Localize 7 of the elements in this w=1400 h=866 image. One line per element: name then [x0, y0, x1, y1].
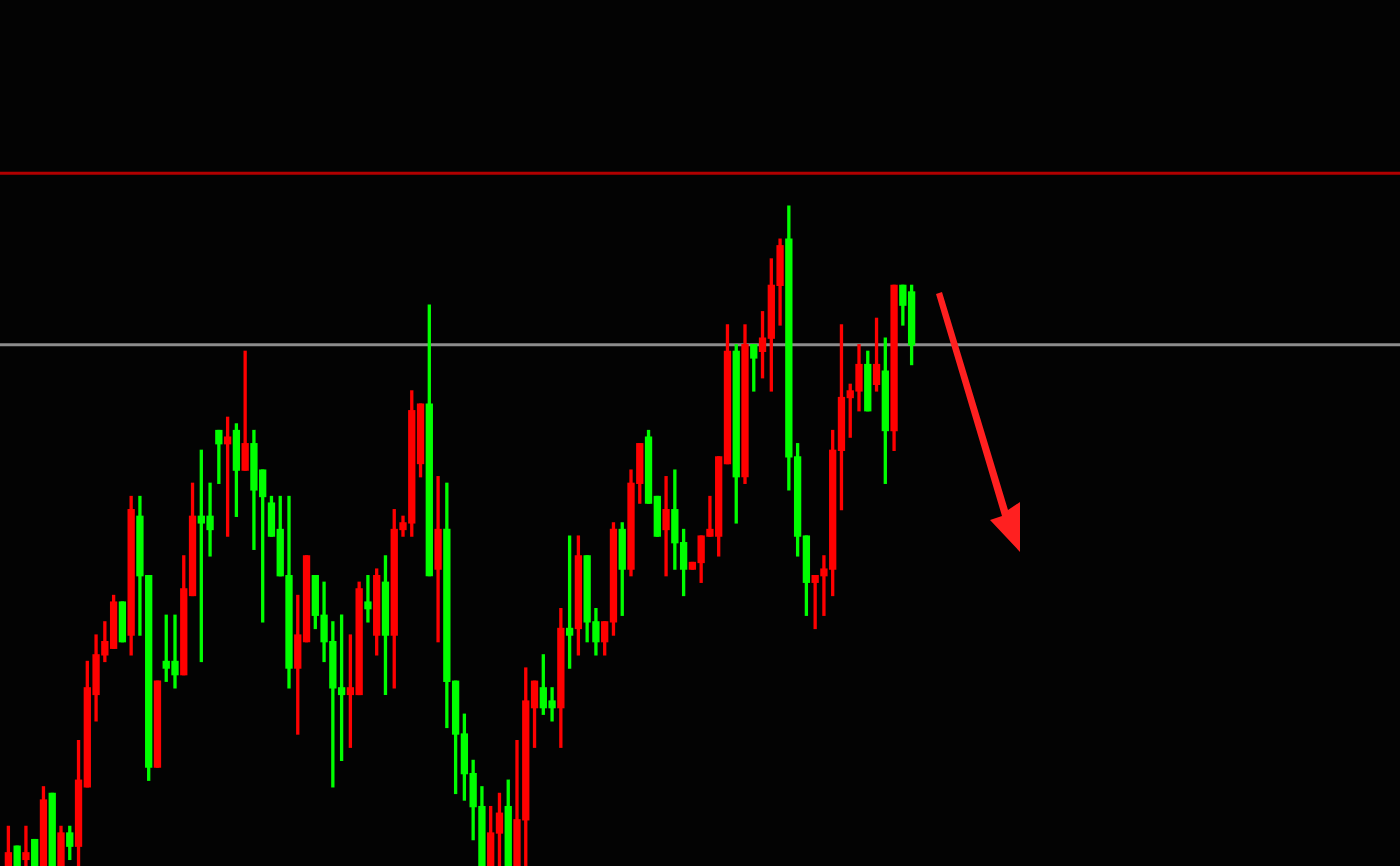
candlestick [548, 687, 556, 722]
candlestick [434, 476, 442, 643]
candlestick [364, 575, 372, 623]
candlestick [241, 350, 249, 471]
candlestick [171, 614, 179, 689]
candlestick [662, 476, 670, 577]
candlestick [22, 825, 30, 866]
